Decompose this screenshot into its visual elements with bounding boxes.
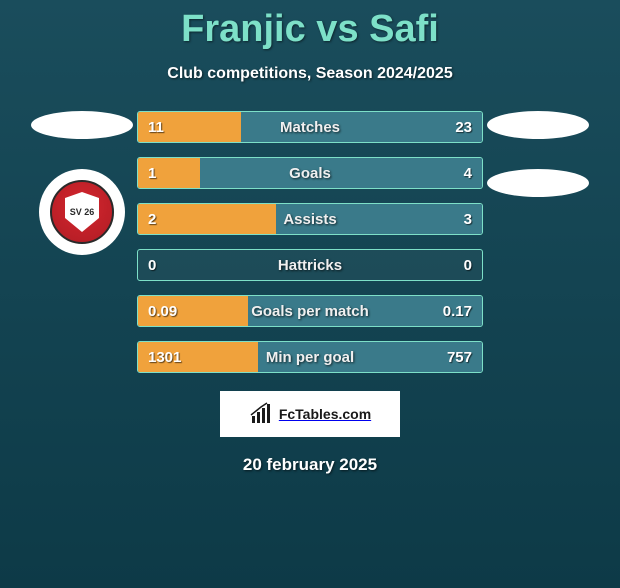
stat-right-value: 4 <box>464 165 472 182</box>
branding-link[interactable]: FcTables.com <box>220 391 400 437</box>
right-player-photo-placeholder <box>487 111 589 139</box>
stat-right-value: 757 <box>447 349 472 366</box>
stat-right-value: 3 <box>464 211 472 228</box>
stat-label: Assists <box>138 211 482 228</box>
stat-right-value: 23 <box>455 119 472 136</box>
stat-bar: 1 Goals 4 <box>137 157 483 189</box>
stat-bar: 1301 Min per goal 757 <box>137 341 483 373</box>
left-player-column: SV 26 <box>27 111 137 255</box>
stat-label: Hattricks <box>138 257 482 274</box>
stat-bar: 0.09 Goals per match 0.17 <box>137 295 483 327</box>
stat-label: Min per goal <box>138 349 482 366</box>
stat-bar: 0 Hattricks 0 <box>137 249 483 281</box>
stat-label: Goals per match <box>138 303 482 320</box>
chart-icon <box>249 402 273 426</box>
branding-text: FcTables.com <box>279 406 371 422</box>
stat-right-value: 0 <box>464 257 472 274</box>
stat-bars: 11 Matches 23 1 Goals 4 2 Assists 3 0 Ha… <box>137 111 483 373</box>
right-team-badge-placeholder <box>487 169 589 197</box>
comparison-subtitle: Club competitions, Season 2024/2025 <box>0 65 620 83</box>
badge-shield-icon: SV 26 <box>65 192 99 232</box>
comparison-date: 20 february 2025 <box>0 455 620 475</box>
stat-bar: 2 Assists 3 <box>137 203 483 235</box>
comparison-title: Franjic vs Safi <box>0 8 620 51</box>
comparison-content: SV 26 11 Matches 23 1 Goals 4 2 Assists … <box>0 111 620 373</box>
stat-label: Matches <box>138 119 482 136</box>
right-player-column <box>483 111 593 197</box>
stat-label: Goals <box>138 165 482 182</box>
stat-right-value: 0.17 <box>443 303 472 320</box>
left-player-photo-placeholder <box>31 111 133 139</box>
left-team-badge: SV 26 <box>39 169 125 255</box>
stat-bar: 11 Matches 23 <box>137 111 483 143</box>
team-badge-icon: SV 26 <box>50 180 114 244</box>
